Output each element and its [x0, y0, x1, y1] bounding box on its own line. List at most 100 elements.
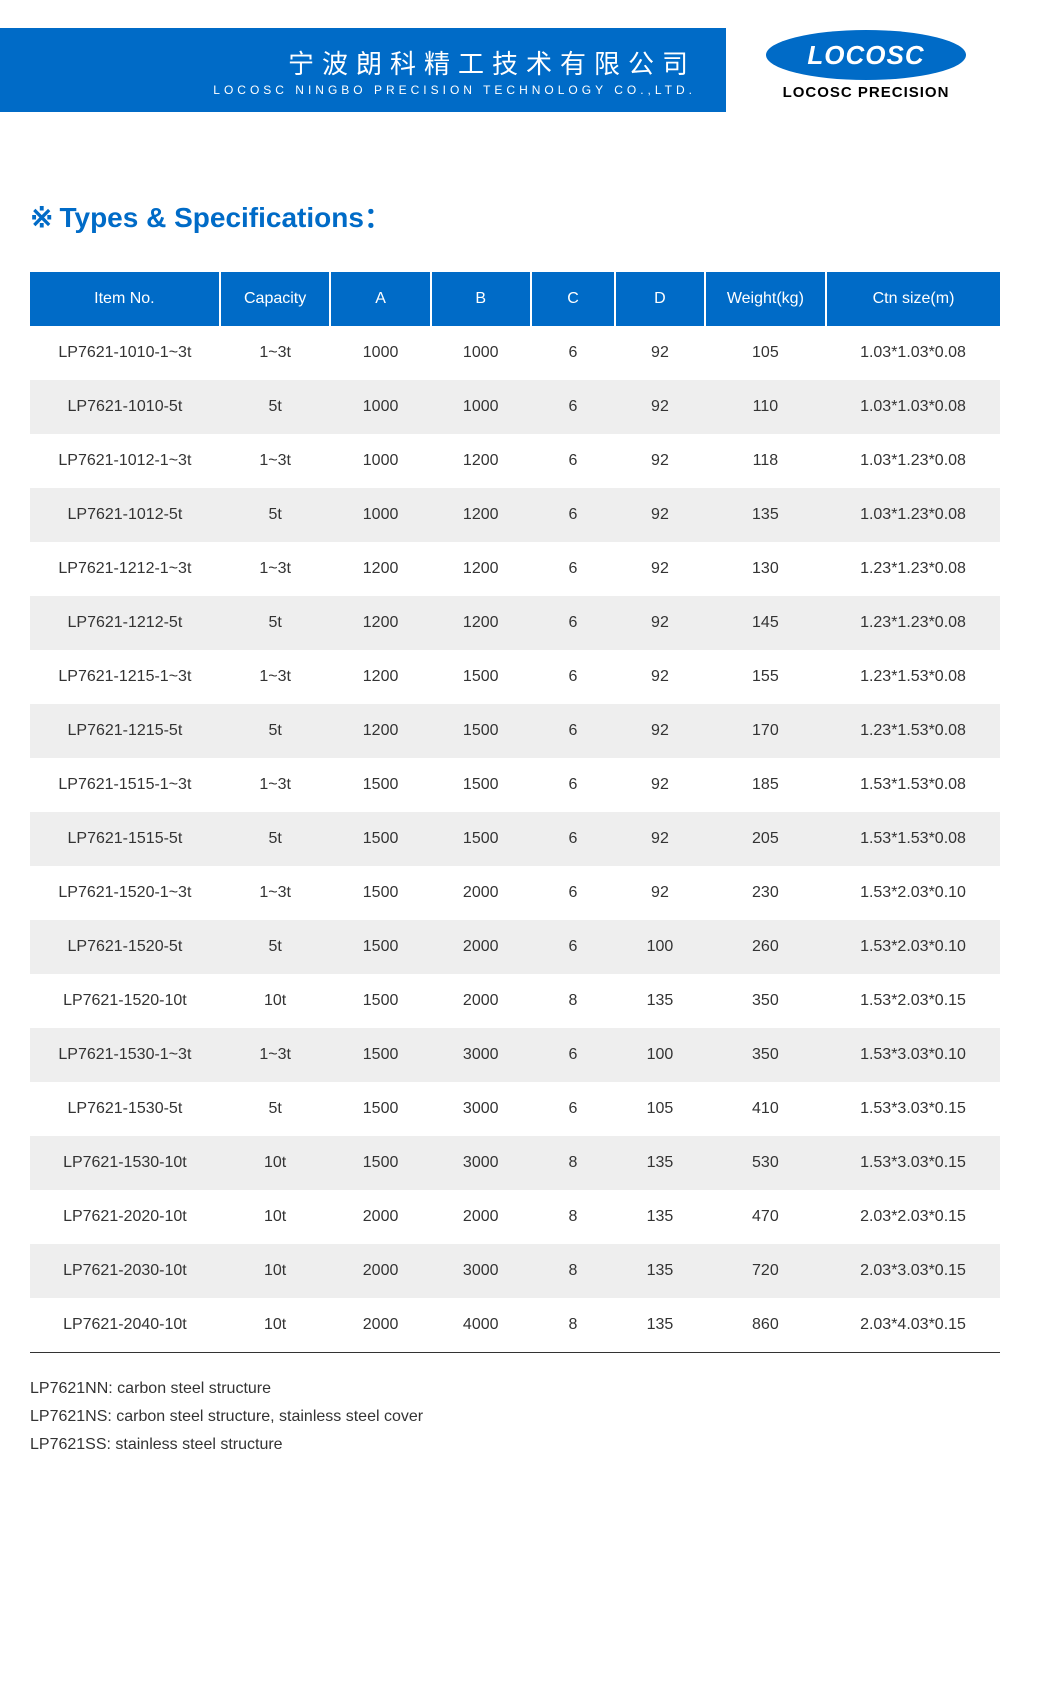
table-row: LP7621-1520-10t10t1500200081353501.53*2.… [30, 974, 1000, 1028]
table-cell: 100 [615, 1028, 705, 1082]
table-row: LP7621-1215-1~3t1~3t120015006921551.23*1… [30, 650, 1000, 704]
table-cell: 1~3t [220, 542, 331, 596]
table-cell: 230 [705, 866, 826, 920]
table-cell: 1000 [330, 380, 430, 434]
table-cell: 1500 [330, 812, 430, 866]
table-cell: 1.03*1.03*0.08 [826, 380, 1000, 434]
spec-table: Item No.CapacityABCDWeight(kg)Ctn size(m… [30, 272, 1000, 1353]
table-header-cell: Weight(kg) [705, 272, 826, 326]
company-name-cn: 宁波朗科精工技术有限公司 [288, 44, 696, 81]
table-cell: 105 [705, 326, 826, 380]
table-cell: 205 [705, 812, 826, 866]
table-cell: 860 [705, 1298, 826, 1353]
table-cell: 6 [531, 1082, 615, 1136]
table-cell: 3000 [431, 1082, 531, 1136]
table-cell: 5t [220, 1082, 331, 1136]
table-cell: 1500 [330, 1028, 430, 1082]
table-header-cell: Capacity [220, 272, 331, 326]
table-cell: 1.23*1.53*0.08 [826, 704, 1000, 758]
table-cell: LP7621-1010-1~3t [30, 326, 220, 380]
table-cell: 170 [705, 704, 826, 758]
table-row: LP7621-1212-1~3t1~3t120012006921301.23*1… [30, 542, 1000, 596]
note-line: LP7621NS: carbon steel structure, stainl… [30, 1403, 1060, 1431]
table-row: LP7621-2030-10t10t2000300081357202.03*3.… [30, 1244, 1000, 1298]
table-cell: 10t [220, 1244, 331, 1298]
table-cell: 1000 [431, 326, 531, 380]
table-cell: LP7621-1520-1~3t [30, 866, 220, 920]
table-cell: 185 [705, 758, 826, 812]
table-cell: 2.03*4.03*0.15 [826, 1298, 1000, 1353]
table-cell: 1.53*3.03*0.15 [826, 1082, 1000, 1136]
table-cell: 530 [705, 1136, 826, 1190]
note-line: LP7621NN: carbon steel structure [30, 1375, 1060, 1403]
section-title-text: Types & Specifications： [59, 202, 391, 233]
table-row: LP7621-1010-1~3t1~3t100010006921051.03*1… [30, 326, 1000, 380]
spec-table-body: LP7621-1010-1~3t1~3t100010006921051.03*1… [30, 326, 1000, 1353]
table-cell: 92 [615, 704, 705, 758]
table-cell: 135 [615, 1244, 705, 1298]
table-cell: 1.53*1.53*0.08 [826, 812, 1000, 866]
table-cell: 92 [615, 488, 705, 542]
table-cell: 135 [615, 1136, 705, 1190]
table-row: LP7621-1515-1~3t1~3t150015006921851.53*1… [30, 758, 1000, 812]
table-cell: 92 [615, 434, 705, 488]
table-cell: 6 [531, 488, 615, 542]
table-cell: 155 [705, 650, 826, 704]
table-cell: 1.53*2.03*0.15 [826, 974, 1000, 1028]
company-name-en: LOCOSC NINGBO PRECISION TECHNOLOGY CO.,L… [213, 83, 696, 97]
table-row: LP7621-1520-1~3t1~3t150020006922301.53*2… [30, 866, 1000, 920]
table-cell: 1500 [330, 920, 430, 974]
notes-block: LP7621NN: carbon steel structureLP7621NS… [30, 1375, 1060, 1459]
logo-block: LOCOSC LOCOSC PRECISION [756, 30, 976, 101]
logo-subtitle: LOCOSC PRECISION [756, 84, 976, 101]
table-cell: LP7621-1212-1~3t [30, 542, 220, 596]
table-cell: 1500 [330, 1136, 430, 1190]
table-cell: LP7621-2030-10t [30, 1244, 220, 1298]
table-cell: 1500 [330, 1082, 430, 1136]
table-cell: 1~3t [220, 650, 331, 704]
table-cell: 1.03*1.23*0.08 [826, 434, 1000, 488]
table-cell: 1200 [330, 596, 430, 650]
table-cell: 470 [705, 1190, 826, 1244]
table-cell: 1200 [330, 704, 430, 758]
table-cell: 1200 [431, 542, 531, 596]
table-row: LP7621-1530-5t5t1500300061054101.53*3.03… [30, 1082, 1000, 1136]
table-cell: 145 [705, 596, 826, 650]
table-cell: 5t [220, 920, 331, 974]
table-cell: 8 [531, 1190, 615, 1244]
table-cell: 1.53*3.03*0.15 [826, 1136, 1000, 1190]
table-header-cell: D [615, 272, 705, 326]
table-cell: 3000 [431, 1244, 531, 1298]
table-cell: 6 [531, 596, 615, 650]
table-row: LP7621-1212-5t5t120012006921451.23*1.23*… [30, 596, 1000, 650]
table-cell: 1.23*1.53*0.08 [826, 650, 1000, 704]
table-cell: 1000 [330, 434, 430, 488]
table-cell: 8 [531, 1298, 615, 1353]
table-cell: 6 [531, 866, 615, 920]
table-cell: LP7621-1520-5t [30, 920, 220, 974]
table-cell: 5t [220, 380, 331, 434]
table-header-cell: C [531, 272, 615, 326]
table-cell: 1000 [431, 380, 531, 434]
table-cell: 410 [705, 1082, 826, 1136]
note-line: LP7621SS: stainless steel structure [30, 1431, 1060, 1459]
table-cell: 118 [705, 434, 826, 488]
table-cell: 1~3t [220, 866, 331, 920]
table-cell: 2000 [431, 1190, 531, 1244]
table-cell: 8 [531, 1136, 615, 1190]
table-cell: LP7621-1212-5t [30, 596, 220, 650]
table-cell: 135 [615, 1190, 705, 1244]
table-cell: 6 [531, 704, 615, 758]
table-cell: 1~3t [220, 434, 331, 488]
table-cell: 2.03*3.03*0.15 [826, 1244, 1000, 1298]
table-cell: LP7621-1530-10t [30, 1136, 220, 1190]
table-row: LP7621-1530-10t10t1500300081355301.53*3.… [30, 1136, 1000, 1190]
table-cell: 135 [615, 974, 705, 1028]
table-cell: 10t [220, 1298, 331, 1353]
table-cell: LP7621-1530-5t [30, 1082, 220, 1136]
table-cell: 5t [220, 596, 331, 650]
table-cell: 6 [531, 434, 615, 488]
section-title: ※Types & Specifications： [30, 196, 1060, 236]
table-cell: LP7621-1012-5t [30, 488, 220, 542]
table-header-cell: Item No. [30, 272, 220, 326]
